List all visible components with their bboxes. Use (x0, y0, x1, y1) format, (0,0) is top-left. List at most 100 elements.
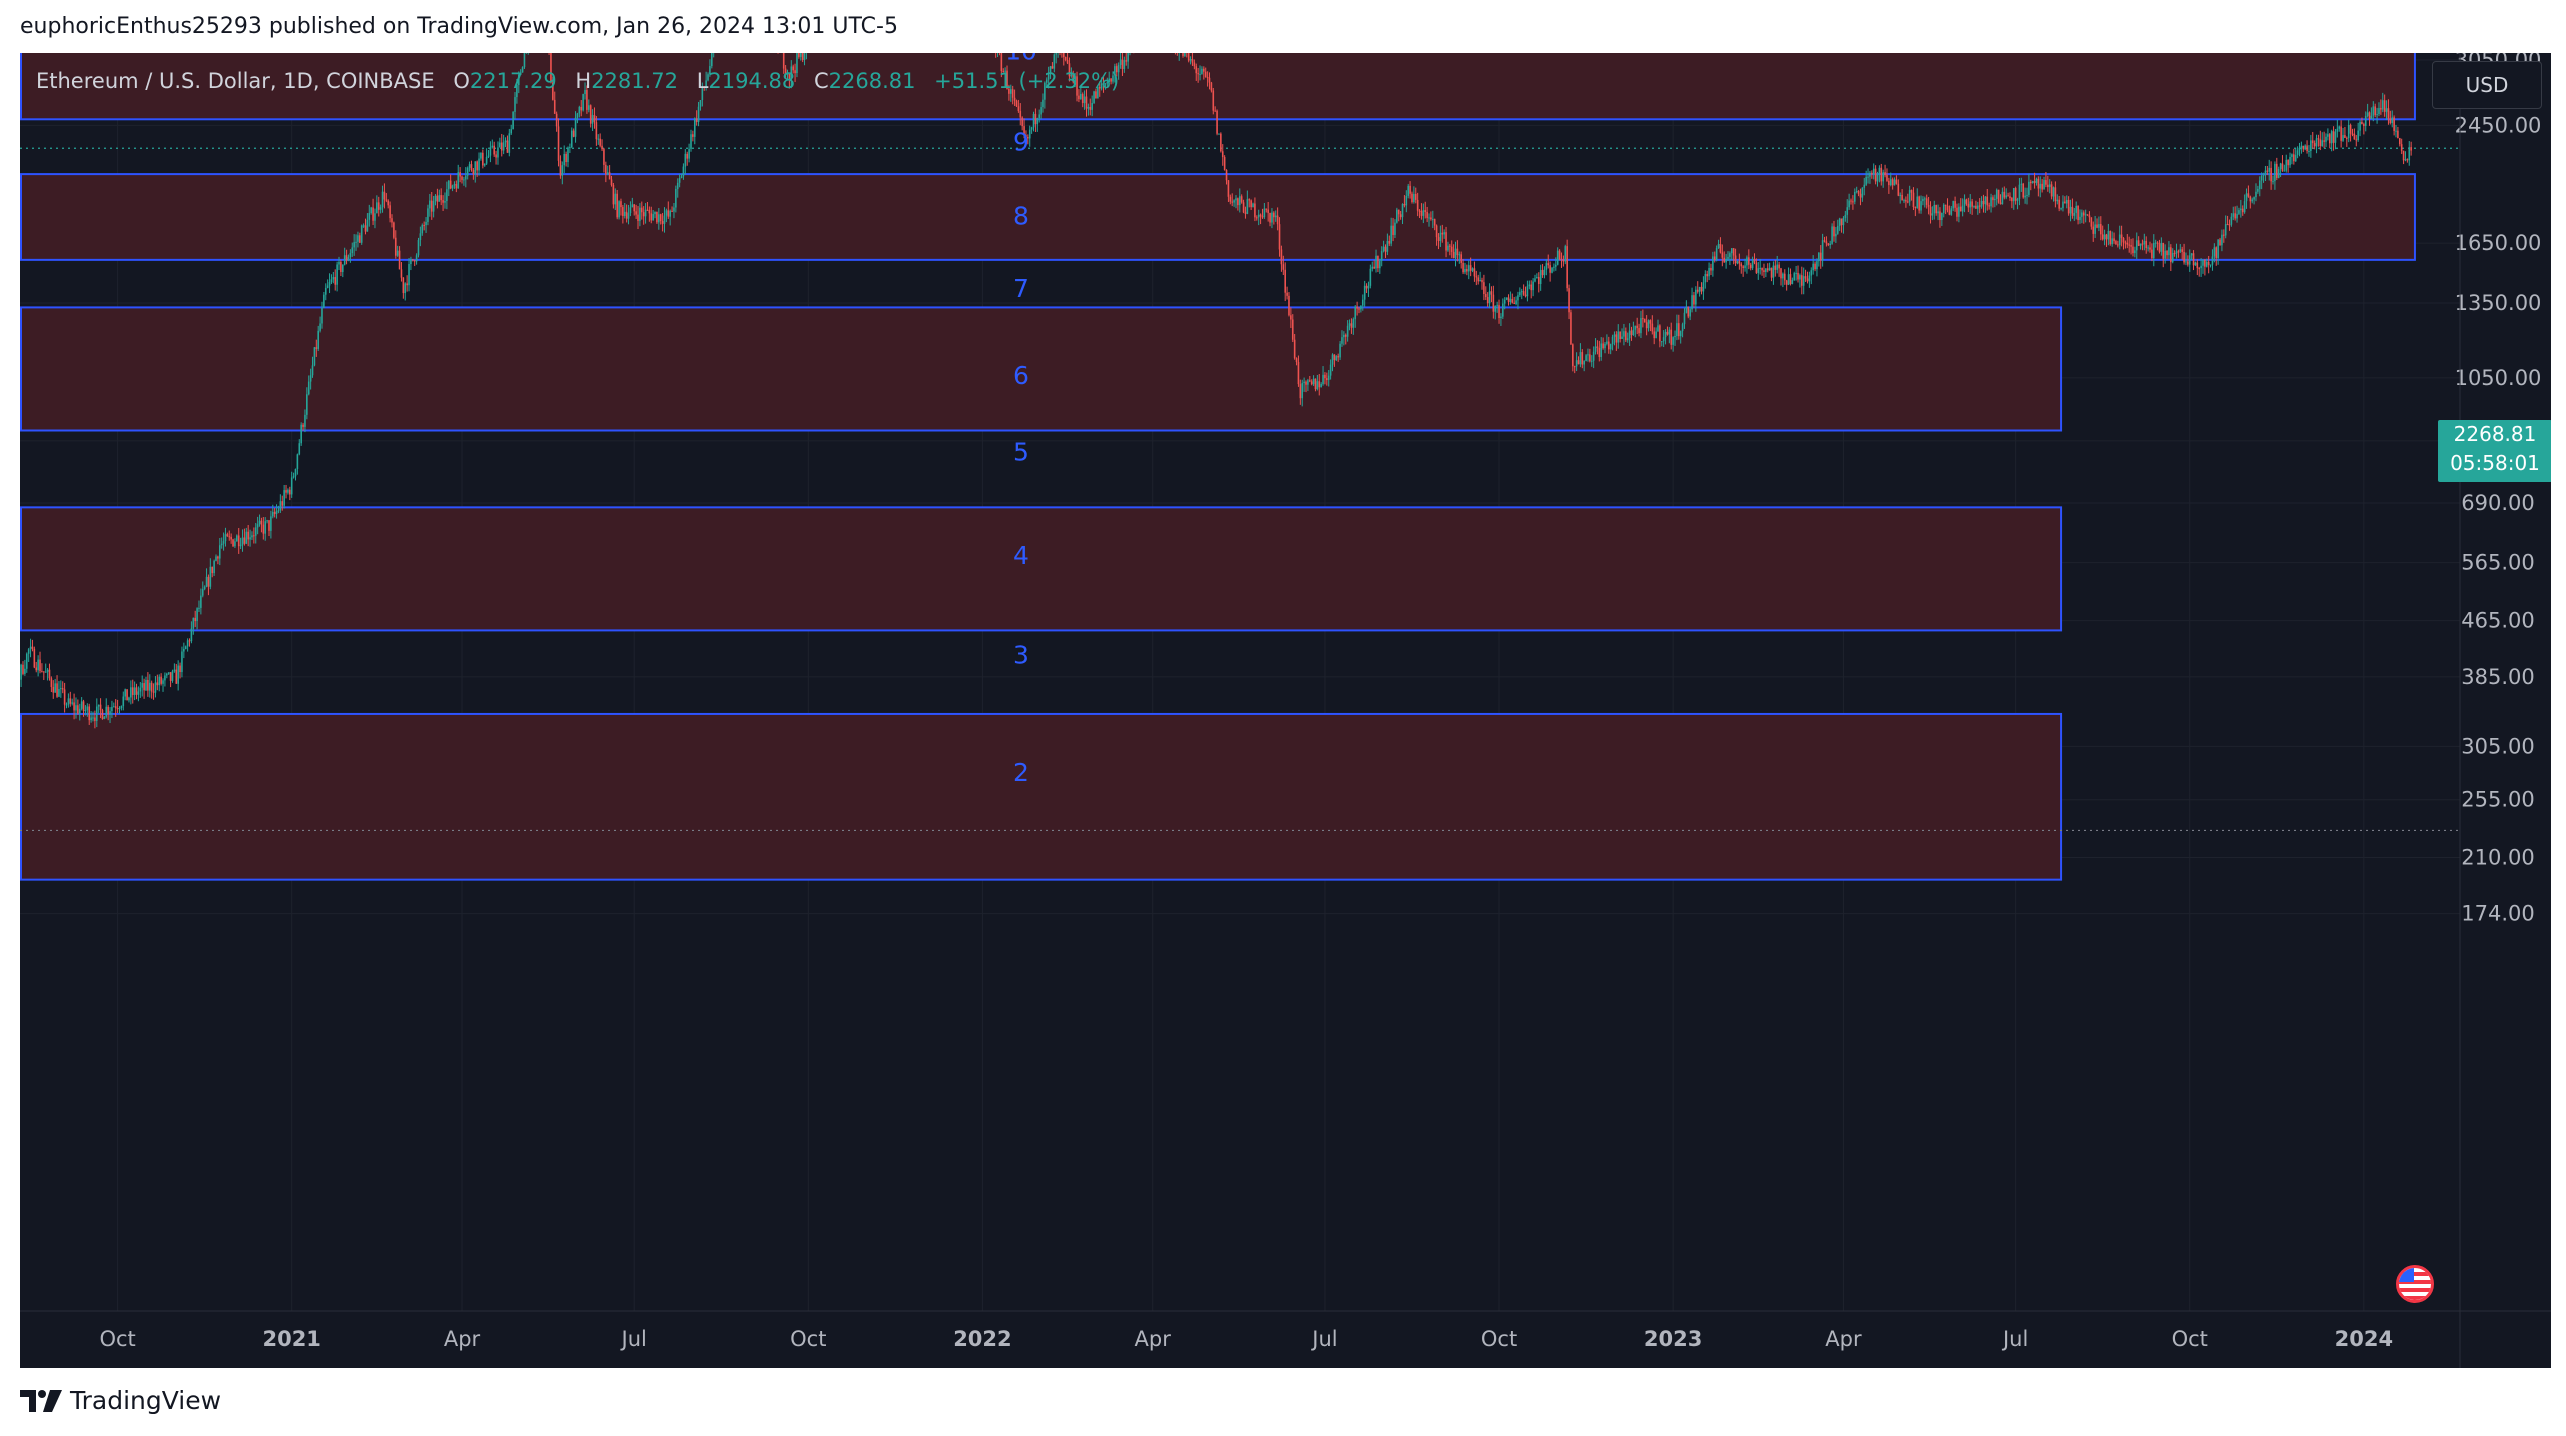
candle-body (1630, 330, 1633, 335)
candle-body (1326, 378, 1328, 380)
candle-body (2126, 242, 2129, 245)
candle-body (169, 672, 172, 681)
candle-body (1725, 258, 1727, 263)
candle-body (2151, 249, 2153, 259)
candle-body (1244, 212, 1247, 214)
candle-body (2255, 191, 2257, 198)
candle-body (1467, 265, 1470, 272)
candle-body (1551, 267, 1553, 273)
candle-body (1218, 133, 1220, 135)
candle-body (213, 560, 215, 574)
candle-body (1477, 277, 1480, 282)
candle-body (2188, 255, 2191, 265)
currency-selector[interactable]: USD (2432, 61, 2542, 109)
us-flag-icon[interactable] (2396, 1265, 2434, 1303)
candle-body (97, 704, 100, 707)
candle-body (2084, 214, 2087, 216)
zone-box[interactable] (20, 53, 2416, 121)
candle-body (2319, 139, 2322, 147)
candle-body (1320, 384, 1322, 388)
candle-body (1736, 261, 1739, 264)
candle-body (1354, 306, 1357, 320)
chart-panel[interactable]: 1312111098765432 5600.004400.003650.0030… (20, 53, 2551, 1368)
candle-body (593, 115, 596, 123)
footer-brand[interactable]: TradingView (70, 1386, 222, 1415)
candle-body (1969, 201, 1972, 208)
zone-box[interactable] (20, 712, 2063, 881)
candle-body (2120, 234, 2123, 238)
candle-body (328, 282, 331, 286)
candle-body (2130, 245, 2132, 247)
candle-body (290, 477, 293, 495)
candle-body (656, 211, 658, 223)
candle-body (1324, 374, 1326, 379)
candle-body (680, 176, 683, 179)
candle-body (1617, 331, 1620, 343)
candle-body (586, 89, 588, 110)
candle-body (1371, 266, 1374, 269)
candle-body (620, 201, 622, 208)
candle-body (635, 211, 637, 215)
candle-body (1466, 269, 1468, 272)
candle-body (1008, 88, 1010, 94)
candle-body (2047, 184, 2049, 188)
zone-box[interactable] (20, 506, 2063, 632)
candle-body (1846, 207, 1849, 215)
candle-body (1823, 240, 1826, 242)
candle-body (1123, 60, 1126, 70)
candle-body (1598, 347, 1601, 358)
candle-body (1422, 210, 1425, 216)
candle-body (1083, 96, 1086, 104)
candle-body (2024, 195, 2026, 198)
price-axis[interactable]: 5600.004400.003650.003050.002450.001650.… (2455, 53, 2542, 1368)
symbol-legend[interactable]: Ethereum / U.S. Dollar, 1D, COINBASE O22… (36, 69, 1119, 93)
candle-body (2397, 130, 2399, 139)
candle-body (1906, 201, 1909, 203)
candle-body (669, 210, 671, 217)
candle-body (2381, 100, 2384, 110)
candle-body (22, 664, 24, 674)
candle-body (419, 233, 422, 241)
candle-body (1702, 282, 1705, 292)
candle-body (1918, 196, 1920, 211)
candle-body (264, 521, 267, 534)
candle-body (1678, 323, 1680, 337)
candle-body (1999, 202, 2002, 205)
candle-body (1454, 248, 1457, 258)
close-label: C (813, 69, 829, 93)
zone-box[interactable] (20, 306, 2063, 432)
candle-body (1227, 180, 1230, 197)
candle-body (1884, 172, 1886, 176)
candle-body (1108, 78, 1111, 83)
candle-body (519, 72, 522, 75)
candle-body (2139, 243, 2142, 246)
candle-body (1861, 187, 1864, 198)
candle-body (1386, 241, 1389, 252)
candle-body (2224, 224, 2227, 236)
candle-body (1184, 53, 1186, 56)
candle-body (2166, 250, 2168, 256)
candle-body (2115, 241, 2117, 245)
candle-body (1789, 274, 1792, 284)
candle-body (80, 701, 83, 709)
candle-body (1893, 179, 1896, 186)
tradingview-logo-icon[interactable] (20, 1389, 62, 1412)
symbol-name[interactable]: Ethereum / U.S. Dollar, 1D, COINBASE (36, 69, 435, 93)
candle-body (2234, 213, 2236, 219)
candle-body (2143, 240, 2146, 245)
candle-body (2389, 118, 2392, 124)
candle-body (1424, 210, 1427, 212)
candle-body (88, 706, 91, 721)
candle-body (1676, 323, 1678, 336)
candle-body (2105, 234, 2108, 240)
candle-body (801, 53, 804, 60)
time-axis[interactable]: Oct 2021 Apr Jul Oct 2022 Apr Jul Oct 2023 Apr Jul O… (20, 1310, 2551, 1351)
candle-body (1390, 225, 1392, 244)
candle-body (52, 686, 55, 693)
price-chart[interactable]: 1312111098765432 5600.004400.003650.0030… (20, 53, 2551, 1368)
candle-body (1853, 191, 1856, 202)
price-tick-label: 385.00 (2461, 665, 2534, 689)
footer: TradingView (20, 1386, 221, 1415)
candle-body (512, 111, 514, 130)
candle-body (1197, 73, 1199, 75)
